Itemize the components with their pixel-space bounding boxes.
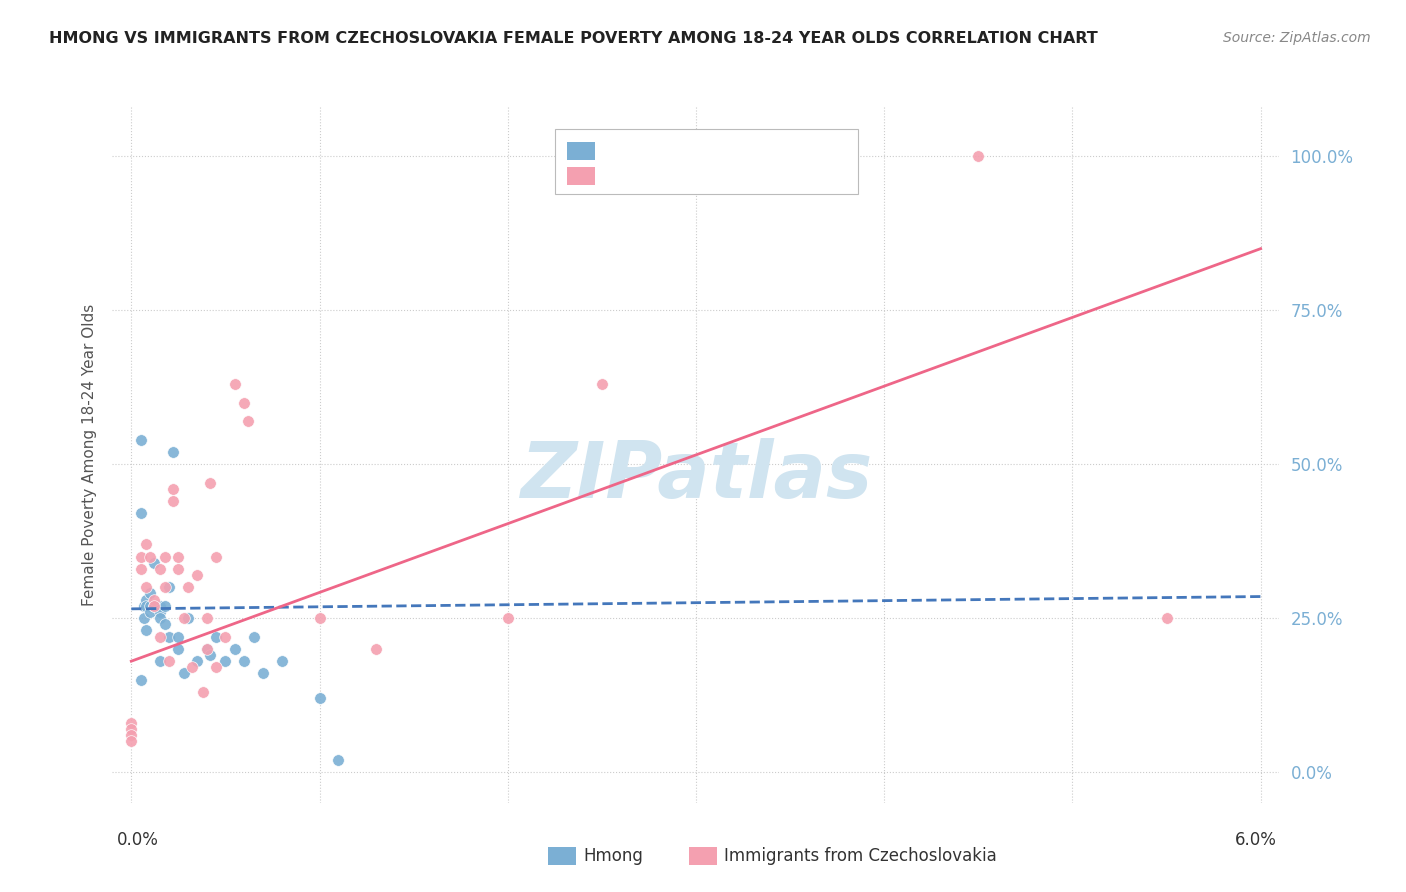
Text: N =: N = bbox=[699, 168, 735, 186]
Point bbox=[142, 592, 165, 607]
Point bbox=[153, 617, 176, 632]
Point bbox=[135, 624, 157, 638]
Point bbox=[167, 549, 190, 564]
Point bbox=[224, 377, 246, 392]
Text: 41: 41 bbox=[734, 168, 756, 186]
Point bbox=[153, 580, 176, 594]
Point bbox=[205, 549, 228, 564]
Point bbox=[129, 549, 152, 564]
Text: R =: R = bbox=[603, 168, 640, 186]
Point bbox=[195, 611, 218, 625]
Point bbox=[162, 482, 184, 496]
Point bbox=[157, 630, 180, 644]
Point bbox=[205, 630, 228, 644]
Point bbox=[148, 562, 170, 576]
Text: R =: R = bbox=[603, 143, 640, 161]
Point bbox=[167, 641, 190, 656]
Point bbox=[186, 568, 208, 582]
Point bbox=[233, 654, 256, 668]
Point bbox=[120, 715, 142, 730]
Point bbox=[364, 641, 387, 656]
Point bbox=[148, 611, 170, 625]
Point bbox=[139, 549, 162, 564]
Text: 0.535: 0.535 bbox=[640, 168, 692, 186]
Point bbox=[779, 149, 801, 163]
Point bbox=[129, 507, 152, 521]
Text: 0.012: 0.012 bbox=[640, 143, 692, 161]
Point bbox=[120, 728, 142, 742]
Point bbox=[148, 605, 170, 619]
Point bbox=[120, 722, 142, 736]
Point bbox=[308, 611, 330, 625]
Point bbox=[233, 395, 256, 409]
Text: 0.0%: 0.0% bbox=[117, 831, 159, 849]
Point bbox=[591, 377, 613, 392]
Point bbox=[139, 586, 162, 600]
Text: Immigrants from Czechoslovakia: Immigrants from Czechoslovakia bbox=[724, 847, 997, 865]
Text: ZIPatlas: ZIPatlas bbox=[520, 438, 872, 514]
Point bbox=[148, 654, 170, 668]
Point bbox=[496, 611, 519, 625]
Point bbox=[142, 556, 165, 570]
Point bbox=[167, 562, 190, 576]
Point bbox=[224, 641, 246, 656]
Point bbox=[200, 475, 222, 490]
Point bbox=[180, 660, 202, 674]
Text: Hmong: Hmong bbox=[583, 847, 644, 865]
Point bbox=[195, 641, 218, 656]
Point bbox=[153, 549, 176, 564]
Point bbox=[173, 666, 195, 681]
Point bbox=[139, 605, 162, 619]
Point bbox=[162, 445, 184, 459]
Point bbox=[195, 641, 218, 656]
Point bbox=[308, 691, 330, 706]
Point bbox=[135, 592, 157, 607]
Point bbox=[162, 494, 184, 508]
Point bbox=[177, 580, 200, 594]
Point bbox=[142, 599, 165, 613]
Point bbox=[214, 654, 236, 668]
Point bbox=[177, 611, 200, 625]
Point bbox=[129, 433, 152, 447]
Point bbox=[205, 660, 228, 674]
Point bbox=[242, 630, 264, 644]
Point bbox=[134, 599, 156, 613]
Point bbox=[214, 630, 236, 644]
Point bbox=[186, 654, 208, 668]
Point bbox=[236, 414, 259, 428]
Point bbox=[135, 580, 157, 594]
Point bbox=[135, 537, 157, 551]
Point bbox=[134, 611, 156, 625]
Point bbox=[129, 673, 152, 687]
Text: 6.0%: 6.0% bbox=[1234, 831, 1277, 849]
Point bbox=[120, 734, 142, 748]
Point bbox=[200, 648, 222, 662]
Point bbox=[167, 630, 190, 644]
Point bbox=[129, 562, 152, 576]
Point bbox=[139, 599, 162, 613]
Text: HMONG VS IMMIGRANTS FROM CZECHOSLOVAKIA FEMALE POVERTY AMONG 18-24 YEAR OLDS COR: HMONG VS IMMIGRANTS FROM CZECHOSLOVAKIA … bbox=[49, 31, 1098, 46]
Point bbox=[252, 666, 274, 681]
Point bbox=[135, 599, 157, 613]
Point bbox=[967, 149, 990, 163]
Point bbox=[1156, 611, 1178, 625]
Point bbox=[270, 654, 292, 668]
Point bbox=[148, 630, 170, 644]
Text: 38: 38 bbox=[734, 143, 756, 161]
Point bbox=[142, 599, 165, 613]
Point bbox=[153, 599, 176, 613]
Point bbox=[157, 580, 180, 594]
Text: Source: ZipAtlas.com: Source: ZipAtlas.com bbox=[1223, 31, 1371, 45]
Y-axis label: Female Poverty Among 18-24 Year Olds: Female Poverty Among 18-24 Year Olds bbox=[82, 304, 97, 606]
Point bbox=[173, 611, 195, 625]
Point bbox=[191, 685, 214, 699]
Text: N =: N = bbox=[699, 143, 735, 161]
Point bbox=[328, 753, 350, 767]
Point bbox=[148, 599, 170, 613]
Point bbox=[157, 654, 180, 668]
